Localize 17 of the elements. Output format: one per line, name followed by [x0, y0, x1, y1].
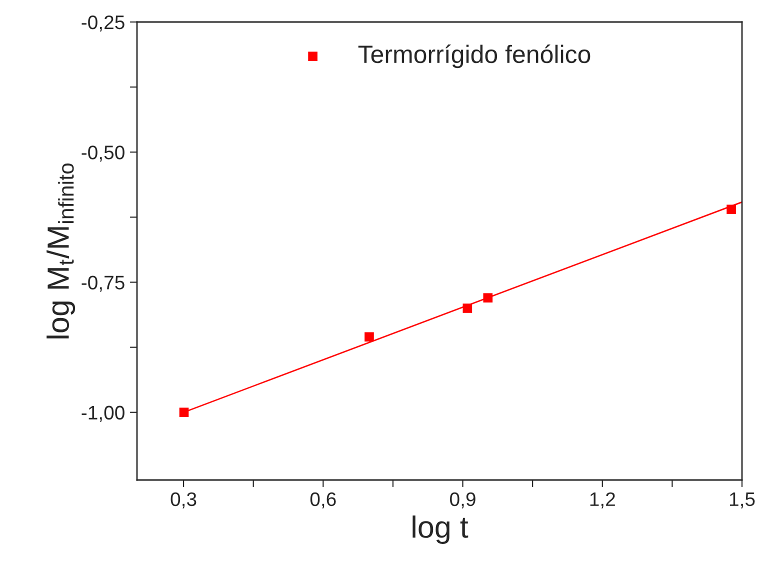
y-tick-label: -1,00	[82, 406, 124, 422]
x-tick-label: 0,6	[310, 492, 336, 508]
point	[179, 408, 189, 417]
point	[462, 304, 472, 313]
point	[364, 332, 374, 342]
x-tick-label: 0,3	[170, 492, 196, 508]
x-tick-label: 1,5	[730, 492, 755, 508]
y-tick-label: -0,50	[82, 146, 124, 162]
point	[483, 293, 493, 302]
legend-label: Termorrígido fenólico	[358, 44, 590, 68]
x-axis-title: log t	[412, 515, 468, 544]
y-tick-label: -0,75	[82, 276, 124, 292]
x-tick-label: 1,2	[590, 492, 615, 508]
y-axis-title: log M$_{t}$/M$_{infinito}$	[46, 163, 76, 338]
point	[726, 204, 736, 214]
y-tick-label: -0,25	[82, 15, 124, 32]
x-tick-label: 0,9	[450, 492, 476, 508]
